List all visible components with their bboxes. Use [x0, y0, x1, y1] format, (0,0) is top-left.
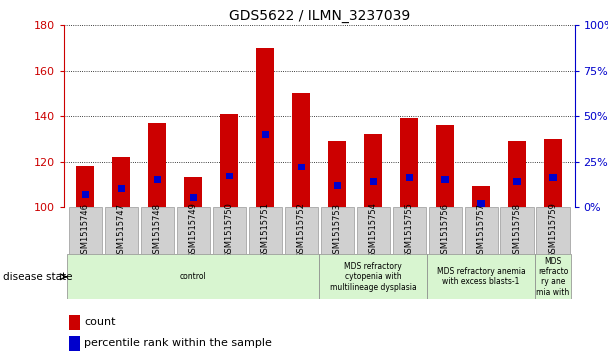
Bar [508, 141, 526, 207]
Bar [328, 141, 346, 207]
Text: GSM1515746: GSM1515746 [81, 203, 90, 258]
Bar [220, 114, 238, 207]
Bar [112, 157, 130, 207]
Bar [441, 176, 449, 183]
FancyBboxPatch shape [213, 207, 246, 254]
Bar [477, 200, 485, 207]
Bar [364, 134, 382, 207]
Bar [148, 123, 167, 207]
Text: GSM1515756: GSM1515756 [441, 203, 449, 258]
Bar [406, 175, 413, 181]
Bar [400, 118, 418, 207]
Text: MDS refractory
cytopenia with
multilineage dysplasia: MDS refractory cytopenia with multilinea… [330, 262, 416, 292]
Bar [82, 191, 89, 197]
Bar [190, 195, 197, 201]
Bar [261, 131, 269, 138]
Bar [77, 166, 94, 207]
Bar [184, 178, 202, 207]
Bar [154, 176, 161, 183]
Text: GSM1515754: GSM1515754 [368, 203, 378, 258]
FancyBboxPatch shape [465, 207, 497, 254]
Text: GSM1515747: GSM1515747 [117, 203, 126, 258]
Text: count: count [85, 317, 116, 327]
FancyBboxPatch shape [427, 254, 535, 299]
Bar [69, 315, 80, 330]
FancyBboxPatch shape [535, 254, 571, 299]
Bar [544, 139, 562, 207]
FancyBboxPatch shape [285, 207, 318, 254]
Text: GSM1515759: GSM1515759 [548, 203, 558, 258]
Text: GSM1515751: GSM1515751 [261, 203, 270, 258]
FancyBboxPatch shape [141, 207, 174, 254]
FancyBboxPatch shape [357, 207, 390, 254]
Bar [292, 93, 310, 207]
FancyBboxPatch shape [536, 207, 570, 254]
Text: control: control [180, 272, 207, 281]
Bar [550, 175, 556, 181]
FancyBboxPatch shape [105, 207, 138, 254]
Bar [256, 48, 274, 207]
Bar [472, 187, 490, 207]
Bar [298, 164, 305, 170]
Text: GSM1515752: GSM1515752 [297, 203, 306, 258]
FancyBboxPatch shape [429, 207, 461, 254]
Text: GSM1515755: GSM1515755 [404, 203, 413, 258]
Text: GSM1515749: GSM1515749 [189, 203, 198, 258]
FancyBboxPatch shape [177, 207, 210, 254]
Title: GDS5622 / ILMN_3237039: GDS5622 / ILMN_3237039 [229, 9, 410, 23]
Text: GSM1515753: GSM1515753 [333, 203, 342, 258]
FancyBboxPatch shape [320, 207, 354, 254]
Text: percentile rank within the sample: percentile rank within the sample [85, 338, 272, 348]
Bar [226, 173, 233, 179]
FancyBboxPatch shape [69, 207, 102, 254]
Bar [370, 178, 377, 185]
Text: GSM1515757: GSM1515757 [477, 203, 486, 258]
Text: GSM1515750: GSM1515750 [225, 203, 234, 258]
Text: GSM1515758: GSM1515758 [513, 203, 522, 258]
Bar [69, 336, 80, 351]
FancyBboxPatch shape [393, 207, 426, 254]
Text: MDS refractory anemia
with excess blasts-1: MDS refractory anemia with excess blasts… [437, 267, 525, 286]
Bar [118, 185, 125, 192]
Bar [334, 182, 340, 188]
Text: GSM1515748: GSM1515748 [153, 203, 162, 258]
FancyBboxPatch shape [249, 207, 282, 254]
FancyBboxPatch shape [500, 207, 534, 254]
FancyBboxPatch shape [319, 254, 427, 299]
FancyBboxPatch shape [67, 254, 319, 299]
Text: MDS
refracto
ry ane
mia with: MDS refracto ry ane mia with [536, 257, 570, 297]
Bar [513, 178, 520, 185]
Bar [436, 125, 454, 207]
Text: disease state: disease state [3, 272, 72, 282]
